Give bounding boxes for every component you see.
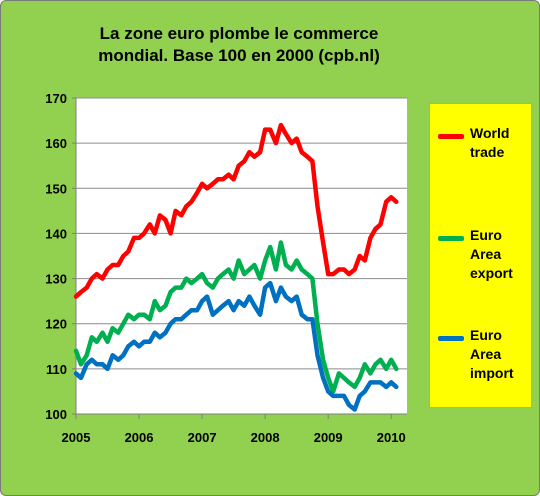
- series-line-euro-area-import: [73, 280, 399, 412]
- gridlines: [76, 97, 407, 370]
- y-tick-label-130: 130: [45, 272, 67, 287]
- legend-swatch-world-trade: [438, 134, 464, 139]
- chart-title-line-2: mondial. Base 100 en 2000 (cpb.nl): [98, 46, 380, 65]
- legend-label-euro-export: Euro Area export: [470, 227, 513, 281]
- series-line-euro-area-export: [73, 240, 399, 394]
- y-tick-label-170: 170: [45, 91, 67, 106]
- x-tick-label-2009: 2009: [314, 430, 343, 445]
- x-tick-label-2010: 2010: [377, 430, 406, 445]
- plot-area: [76, 98, 407, 414]
- x-tick-label-2007: 2007: [188, 430, 217, 445]
- legend-label-euro-import: Euro Area import: [470, 327, 514, 381]
- series-line-world-trade: [73, 122, 399, 299]
- y-tick-label-140: 140: [45, 226, 67, 241]
- legend-swatch-euro-import: [438, 336, 464, 341]
- x-tick-label-2006: 2006: [125, 430, 154, 445]
- x-tick-label-2008: 2008: [251, 430, 280, 445]
- series-group: [73, 122, 399, 412]
- y-tick-label-110: 110: [46, 362, 67, 377]
- tick-labels: 100 110 120 130 140 150 160 170 2005 2006 2007 2008…: [45, 91, 405, 445]
- x-tick-label-2005: 2005: [62, 430, 91, 445]
- y-tick-label-150: 150: [45, 181, 67, 196]
- axes: [72, 97, 407, 419]
- y-tick-label-160: 160: [45, 136, 67, 151]
- y-tick-label-120: 120: [45, 317, 67, 332]
- legend-label-world-trade: World trade: [470, 125, 510, 160]
- legend-swatch-euro-export: [438, 236, 464, 241]
- chart-title: La zone euro plombe le commerce mondial.…: [61, 23, 417, 67]
- chart-title-line-1: La zone euro plombe le commerce: [99, 24, 379, 43]
- legend: World trade Euro Area export Euro Area i…: [429, 103, 532, 408]
- y-tick-label-100: 100: [45, 407, 67, 422]
